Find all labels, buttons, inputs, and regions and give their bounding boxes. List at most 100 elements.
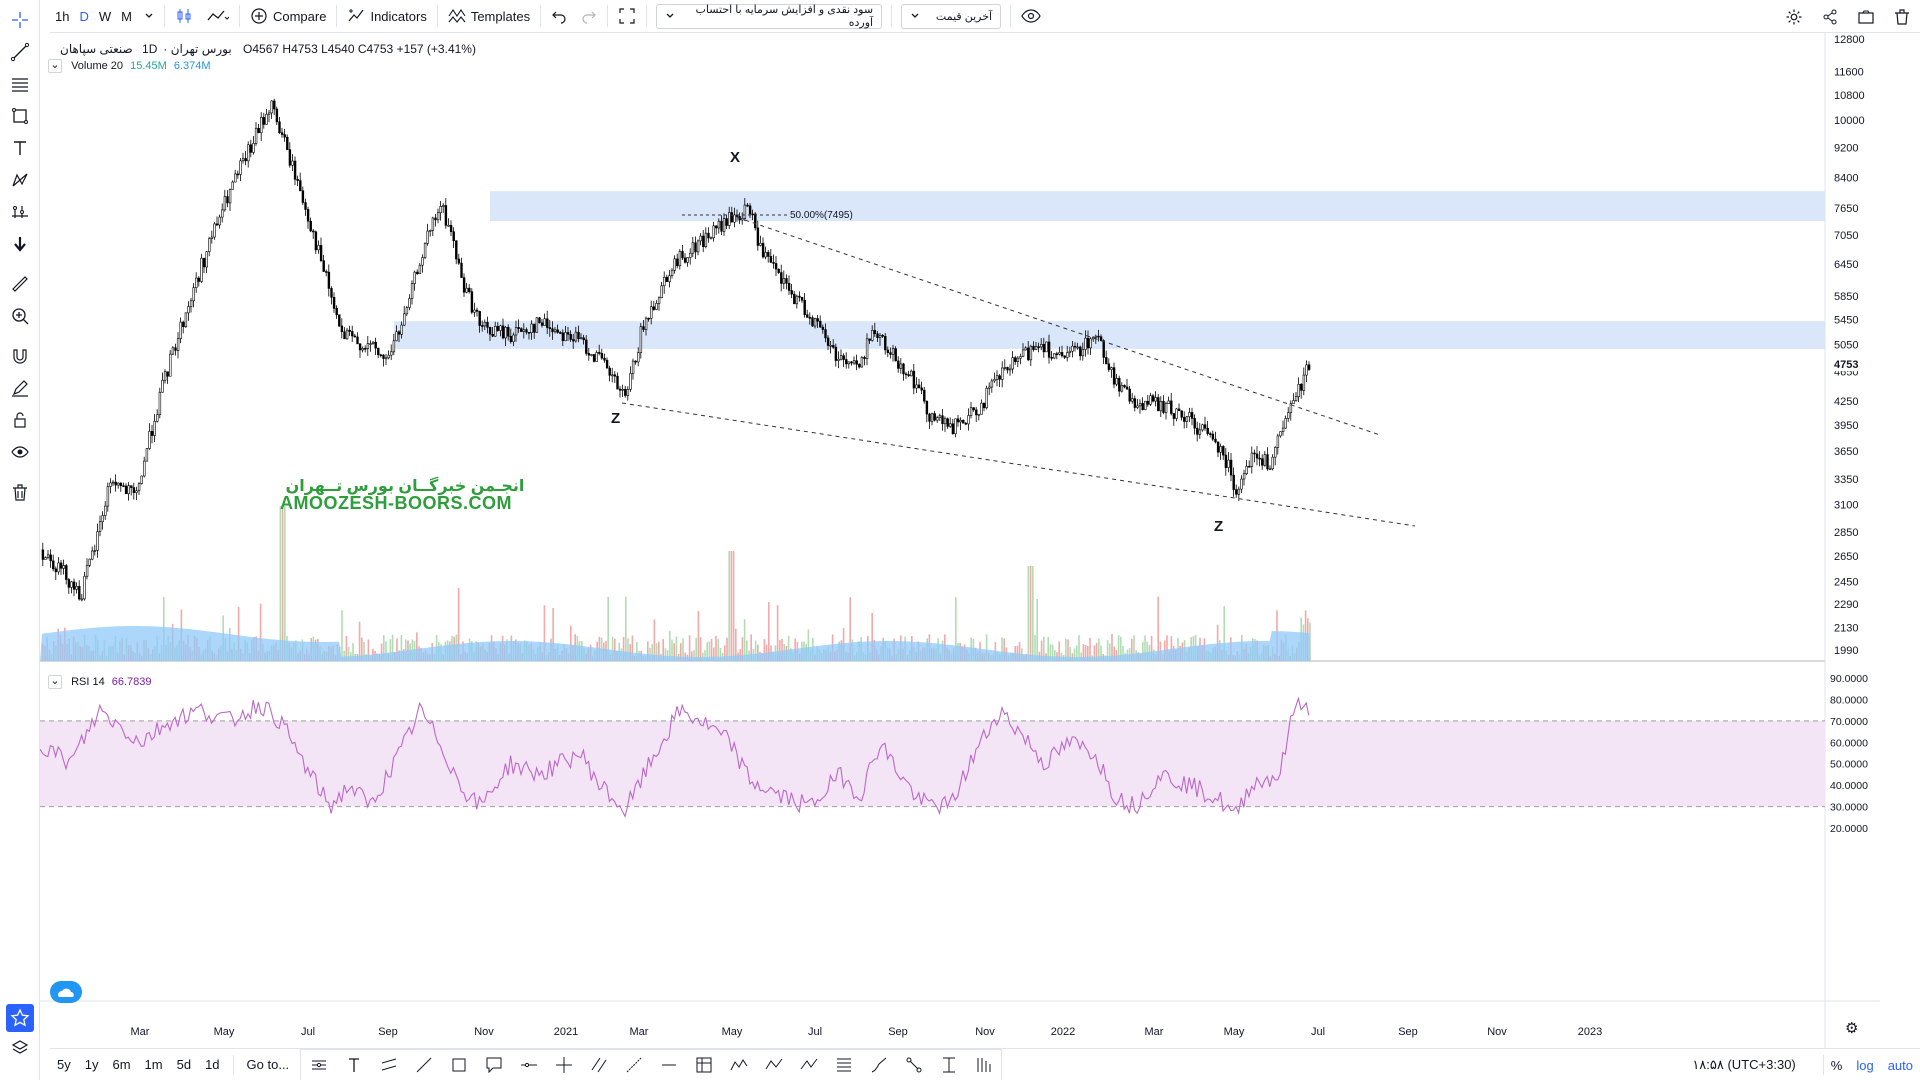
share-button[interactable]: [1812, 0, 1848, 33]
candle-body: [1305, 364, 1308, 376]
candle-body: [75, 586, 78, 590]
range-5d[interactable]: 5d: [176, 1057, 192, 1072]
visibility-button[interactable]: [1014, 0, 1048, 33]
line-chart-type-icon[interactable]: [200, 0, 236, 33]
ruler-icon[interactable]: [0, 268, 40, 300]
candle-body: [322, 260, 325, 272]
favorites-star-icon[interactable]: [5, 1004, 34, 1032]
percent-scale-toggle[interactable]: %: [1830, 1057, 1843, 1073]
candle-body: [941, 415, 944, 425]
interval-W[interactable]: W: [98, 8, 112, 24]
delete-button[interactable]: [1884, 0, 1920, 33]
date-range-icon[interactable]: [931, 1050, 966, 1080]
channel-icon[interactable]: [371, 1050, 406, 1080]
volume-bar: [1047, 636, 1049, 661]
log-scale-toggle[interactable]: log: [1856, 1057, 1874, 1073]
chart-canvas[interactable]: 12800 11600 10800 10000 9200 8400 7650 7050 6450…: [40, 33, 1880, 1048]
range-6m[interactable]: 6m: [112, 1057, 131, 1072]
callout-icon[interactable]: [476, 1050, 511, 1080]
candle-body: [1206, 427, 1209, 434]
lock-icon[interactable]: [0, 404, 40, 436]
horizontal-ray-icon[interactable]: [511, 1050, 546, 1080]
candle-body: [416, 271, 419, 274]
candles-chart-type-icon[interactable]: [168, 0, 200, 33]
trash-icon[interactable]: [0, 476, 40, 508]
candle-body: [200, 257, 203, 282]
layers-icon[interactable]: [0, 1032, 40, 1064]
indicators-button[interactable]: Indicators: [340, 0, 433, 33]
collapse-chevron-icon[interactable]: ⌄: [48, 675, 62, 689]
drawing-mode-icon[interactable]: [0, 372, 40, 404]
compare-button[interactable]: Compare: [243, 0, 333, 33]
chart-area[interactable]: 12800 11600 10800 10000 9200 8400 7650 7050 6450…: [40, 33, 1880, 1048]
elliott-wave-icon[interactable]: [721, 1050, 756, 1080]
snapshot-button[interactable]: [1848, 0, 1884, 33]
text-icon[interactable]: [336, 1050, 371, 1080]
abc-pattern-icon[interactable]: [791, 1050, 826, 1080]
candle-body: [371, 341, 375, 344]
zoom-in-icon[interactable]: [0, 300, 40, 332]
interval-dropdown-chevron-icon[interactable]: [137, 0, 161, 33]
candle-body: [418, 264, 422, 274]
redo-button[interactable]: [574, 0, 604, 33]
undo-button[interactable]: [544, 0, 574, 33]
candle-body: [1136, 405, 1139, 408]
range-5y[interactable]: 5y: [57, 1057, 71, 1072]
dividend-adjust-select[interactable]: سود نقدی و افزایش سرمایه با احتساب آورده: [656, 3, 883, 29]
trend-line-icon[interactable]: [406, 1050, 441, 1080]
horizontal-lines-icon[interactable]: [0, 68, 40, 100]
candle-body: [314, 231, 318, 251]
templates-button[interactable]: Templates: [441, 0, 537, 33]
divider: [163, 5, 165, 27]
collapse-chevron-icon[interactable]: ⌄: [48, 59, 62, 73]
auto-scale-toggle[interactable]: auto: [1887, 1057, 1913, 1073]
horizontal-segment-icon[interactable]: [651, 1050, 686, 1080]
candle-body: [1261, 458, 1264, 466]
eye-icon[interactable]: [0, 436, 40, 468]
candle-body: [1099, 336, 1103, 341]
brush-icon[interactable]: [861, 1050, 896, 1080]
pattern-icon[interactable]: [0, 164, 40, 196]
horizontal-lines-icon[interactable]: [301, 1050, 336, 1080]
candle-body: [351, 331, 354, 337]
text-icon[interactable]: [0, 132, 40, 164]
interval-M[interactable]: M: [121, 8, 132, 24]
abcd-pattern-icon[interactable]: [756, 1050, 791, 1080]
candle-body: [751, 213, 754, 216]
price-type-select[interactable]: آخرین قیمت: [901, 3, 1002, 29]
magnet-icon[interactable]: [0, 340, 40, 372]
interval-D[interactable]: D: [79, 8, 89, 24]
candle-body: [884, 335, 887, 351]
ray-icon[interactable]: [616, 1050, 651, 1080]
interval-1h[interactable]: 1h: [55, 8, 70, 24]
candle-body: [1209, 433, 1212, 435]
price-axis-tick: 7650: [1834, 203, 1858, 215]
tradingview-logo-icon[interactable]: [50, 981, 82, 1003]
candle-body: [187, 306, 190, 314]
gann-box-icon[interactable]: [686, 1050, 721, 1080]
range-1y[interactable]: 1y: [84, 1057, 99, 1072]
collapse-arrow-icon[interactable]: [0, 228, 40, 260]
fib-retracement-icon[interactable]: [826, 1050, 861, 1080]
goto-button[interactable]: Go to...: [246, 1057, 290, 1072]
rectangle-icon[interactable]: [0, 100, 40, 132]
settings-button[interactable]: [1776, 0, 1812, 33]
volume-bar: [1069, 647, 1071, 661]
candle-body: [1149, 395, 1152, 405]
rectangle-icon[interactable]: [441, 1050, 476, 1080]
trend-line-icon[interactable]: [0, 36, 40, 68]
volume-bar: [1111, 634, 1113, 661]
parallel-channel-icon[interactable]: [581, 1050, 616, 1080]
fullscreen-button[interactable]: [611, 0, 643, 33]
candle-body: [1266, 454, 1269, 470]
volume-profile-icon[interactable]: [966, 1050, 1001, 1080]
crosshair-icon[interactable]: [0, 4, 40, 36]
prediction-icon[interactable]: [0, 196, 40, 228]
node-pattern-icon[interactable]: [896, 1050, 931, 1080]
clock-timezone[interactable]: ۱۸:۵۸ (UTC+3:30): [1692, 1057, 1796, 1072]
candle-body: [475, 309, 479, 312]
candle-body: [769, 256, 773, 263]
cross-line-icon[interactable]: [546, 1050, 581, 1080]
range-1d[interactable]: 1d: [205, 1057, 220, 1072]
range-1m[interactable]: 1m: [144, 1057, 163, 1072]
